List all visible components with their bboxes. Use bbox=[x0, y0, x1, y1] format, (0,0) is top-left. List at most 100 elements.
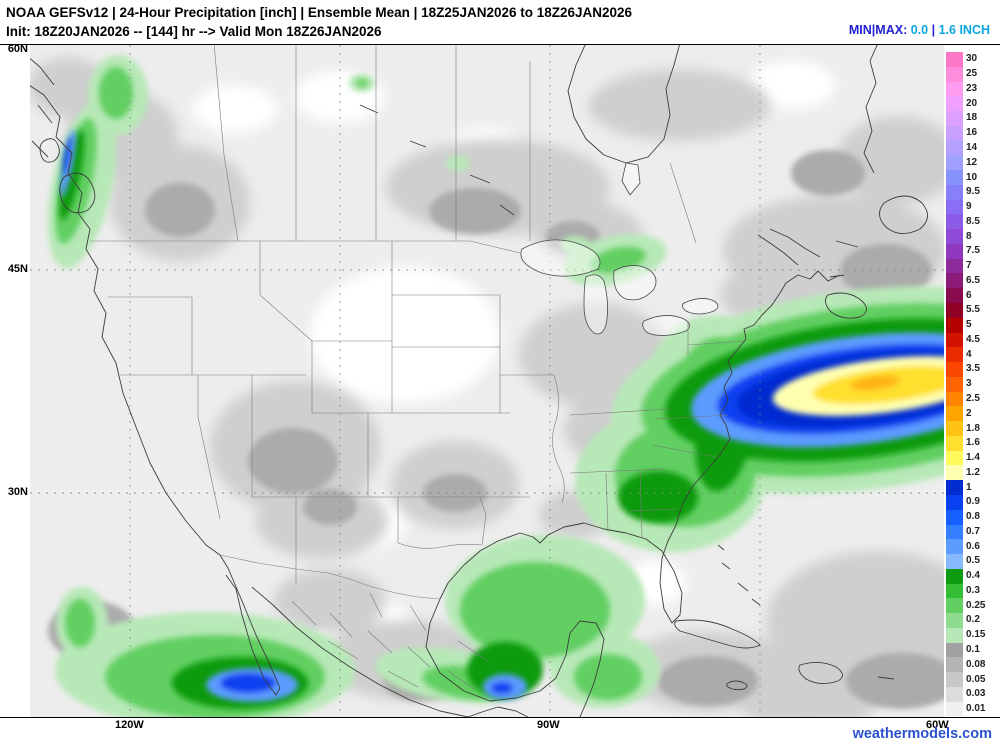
colorbar-label: 1.4 bbox=[966, 452, 980, 464]
colorbar-label: 0.03 bbox=[966, 688, 986, 700]
colorbar-row: 3 bbox=[946, 376, 985, 392]
colorbar-swatch bbox=[946, 701, 963, 717]
colorbar-swatch bbox=[946, 494, 963, 510]
colorbar-row: 0.08 bbox=[946, 657, 986, 673]
colorbar-row: 4.5 bbox=[946, 332, 985, 348]
precip-yellow-core-layer bbox=[772, 356, 944, 416]
colorbar-row: 7 bbox=[946, 258, 985, 274]
colorbar-row: 0.6 bbox=[946, 539, 985, 555]
colorbar-swatch bbox=[946, 686, 963, 702]
colorbar-swatch bbox=[946, 406, 963, 422]
colorbar-row: 12 bbox=[946, 155, 985, 171]
colorbar-swatch bbox=[946, 170, 963, 185]
colorbar-label: 9 bbox=[966, 201, 972, 213]
colorbar-swatch bbox=[946, 52, 963, 67]
lon-label-60w: 60W bbox=[926, 719, 949, 731]
colorbar-label: 8.5 bbox=[966, 215, 980, 227]
colorbar-label: 18 bbox=[966, 112, 978, 124]
colorbar-swatch bbox=[946, 657, 963, 673]
colorbar-swatch bbox=[946, 347, 963, 363]
colorbar-row: 0.7 bbox=[946, 524, 985, 540]
colorbar-swatch bbox=[946, 111, 963, 126]
colorbar-row: 20 bbox=[946, 96, 985, 112]
colorbar-row: 6 bbox=[946, 288, 985, 304]
minmax-min: 0.0 bbox=[910, 23, 929, 37]
coastline-layer bbox=[30, 45, 928, 717]
colorbar-swatch bbox=[946, 332, 963, 348]
colorbar-row: 0.03 bbox=[946, 686, 986, 702]
colorbar-label: 0.1 bbox=[966, 644, 980, 655]
colorbar-row: 14 bbox=[946, 140, 985, 156]
colorbar-swatch bbox=[946, 554, 963, 569]
colorbar-label: 0.8 bbox=[966, 511, 980, 523]
colorbar-label: 20 bbox=[966, 97, 978, 109]
colorbar-swatch bbox=[946, 480, 963, 495]
colorbar-row: 0.9 bbox=[946, 494, 985, 510]
colorbar-row: 8 bbox=[946, 229, 985, 244]
colorbar-swatch bbox=[946, 243, 963, 259]
borders-layer bbox=[90, 45, 745, 690]
colorbar-row: 3.5 bbox=[946, 362, 985, 377]
colorbar-label: 0.4 bbox=[966, 570, 980, 582]
colorbar-label: 2.5 bbox=[966, 392, 980, 404]
colorbar-row: 9 bbox=[946, 199, 985, 215]
colorbar-row: 0.4 bbox=[946, 568, 985, 584]
colorbar-row: 8.5 bbox=[946, 214, 985, 230]
colorbar-label: 0.3 bbox=[966, 584, 980, 596]
colorbar-label: 9.5 bbox=[966, 186, 980, 198]
colorbar-label: 14 bbox=[966, 141, 978, 153]
colorbar-swatch bbox=[946, 81, 963, 97]
colorbar-swatch bbox=[946, 214, 963, 230]
colorbar-label: 0.7 bbox=[966, 525, 980, 537]
colorbar-row: 10 bbox=[946, 170, 985, 185]
colorbar-label: 5.5 bbox=[966, 304, 980, 316]
colorbar-row: 0.8 bbox=[946, 509, 985, 525]
colorbar-label: 1 bbox=[966, 481, 972, 493]
minmax-label: MIN|MAX: bbox=[848, 23, 908, 37]
colorbar-row: 2 bbox=[946, 406, 985, 422]
colorbar-label: 0.15 bbox=[966, 629, 986, 641]
colorbar-swatch bbox=[946, 568, 963, 584]
colorbar-row: 0.2 bbox=[946, 613, 985, 628]
colorbar-swatch bbox=[946, 288, 963, 304]
colorbar-row: 16 bbox=[946, 125, 985, 141]
colorbar-label: 8 bbox=[966, 230, 972, 242]
colorbar-label: 3 bbox=[966, 378, 972, 390]
colorbar-swatch bbox=[946, 509, 963, 525]
colorbar-swatch bbox=[946, 317, 963, 333]
colorbar-row: 7.5 bbox=[946, 243, 985, 259]
colorbar-label: 23 bbox=[966, 82, 978, 94]
minmax-sep: | bbox=[931, 23, 936, 37]
colorbar-row: 23 bbox=[946, 81, 985, 97]
colorbar-label: 0.6 bbox=[966, 540, 980, 552]
watermark[interactable]: weathermodels.com bbox=[852, 726, 992, 742]
colorbar-swatch bbox=[946, 66, 963, 82]
colorbar-row: 9.5 bbox=[946, 184, 985, 200]
colorbar-swatch bbox=[946, 273, 963, 289]
colorbar-label: 0.08 bbox=[966, 658, 986, 670]
colorbar-row: 30 bbox=[946, 52, 985, 67]
colorbar-swatch bbox=[946, 613, 963, 628]
colorbar-row: 0.05 bbox=[946, 672, 985, 687]
lat-label-45n: 45N bbox=[7, 263, 28, 275]
colorbar-label: 25 bbox=[966, 68, 978, 80]
colorbar-swatch bbox=[946, 391, 963, 407]
lakes-layer bbox=[520, 162, 719, 336]
colorbar-swatch bbox=[946, 583, 963, 599]
colorbar-swatch bbox=[946, 465, 963, 481]
colorbar-label: 2 bbox=[966, 407, 972, 419]
colorbar-label: 4 bbox=[966, 348, 972, 360]
colorbar-swatch bbox=[946, 598, 963, 614]
colorbar-label: 5 bbox=[966, 319, 972, 331]
colorbar-label: 1.2 bbox=[966, 466, 980, 478]
colorbar-label: 0.05 bbox=[966, 673, 986, 685]
colorbar-row: 5.5 bbox=[946, 303, 985, 318]
colorbar-swatch bbox=[946, 450, 963, 466]
colorbar-swatch bbox=[946, 421, 963, 436]
colorbar-swatch bbox=[946, 627, 963, 643]
title-bar: NOAA GEFSv12 | 24-Hour Precipitation [in… bbox=[0, 0, 1000, 45]
colorbar-label: 3.5 bbox=[966, 363, 980, 375]
lon-label-90w: 90W bbox=[537, 719, 560, 731]
colorbar-swatch bbox=[946, 258, 963, 274]
